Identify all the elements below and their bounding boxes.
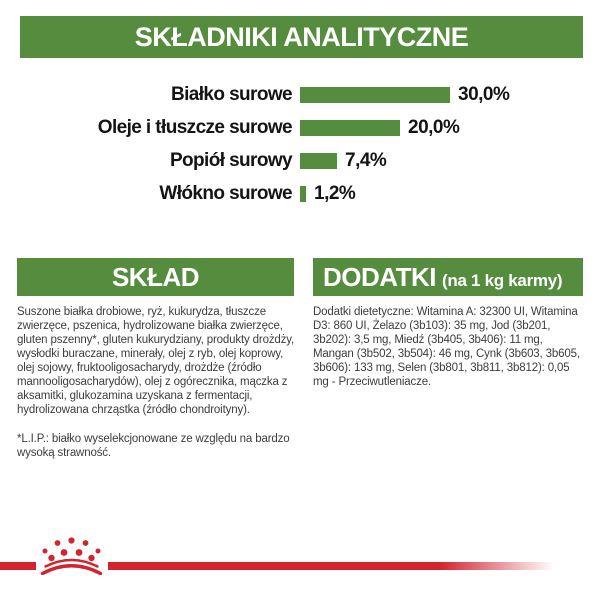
chart-row: Oleje i tłuszcze surowe 20,0% (0, 117, 600, 138)
royal-canin-crown-icon (40, 537, 103, 575)
composition-title: SKŁAD (111, 261, 200, 292)
additives-text: Dodatki dietetyczne: Witamina A: 32300 U… (313, 306, 580, 388)
additives-title: DODATKI (323, 261, 437, 292)
chart-row: Włókno surowe 1,2% (0, 183, 600, 204)
chart-category-label: Białko surowe (170, 84, 293, 105)
additives-header: DODATKI (na 1 kg karmy) (313, 258, 583, 296)
analytical-components-header: SKŁADNIKI ANALITYCZNE (20, 16, 583, 58)
chart-value-label: 1,2% (314, 183, 356, 204)
lip-footnote: *L.I.P.: białko wyselekcjonowane ze wzgl… (17, 433, 290, 459)
chart-value-label: 7,4% (345, 150, 387, 171)
chart-bar (300, 87, 450, 103)
chart-bar (300, 186, 306, 202)
chart-value-label: 30,0% (458, 84, 510, 105)
chart-value-label: 20,0% (408, 117, 460, 138)
red-rule-right (108, 562, 568, 570)
composition-text: Suszone białka drobiowe, ryż, kukurydza,… (17, 306, 295, 416)
chart-category-label: Włókno surowe (159, 183, 292, 204)
chart-category-label: Oleje i tłuszcze surowe (97, 117, 293, 138)
analytical-components-title: SKŁADNIKI ANALITYCZNE (134, 21, 469, 52)
additives-subtitle: (na 1 kg karmy) (442, 270, 563, 290)
red-rule-left (0, 562, 36, 570)
chart-row: Białko surowe 30,0% (0, 84, 600, 105)
chart-bar (300, 120, 400, 136)
composition-header: SKŁAD (17, 258, 294, 296)
chart-bar (300, 153, 337, 169)
additives-title-row: DODATKI (na 1 kg karmy) (323, 261, 563, 293)
chart-row: Popiół surowy 7,4% (0, 150, 600, 171)
chart-category-label: Popiół surowy (169, 150, 293, 171)
analytical-components-chart: Białko surowe 30,0% Oleje i tłuszcze surow… (0, 84, 600, 219)
